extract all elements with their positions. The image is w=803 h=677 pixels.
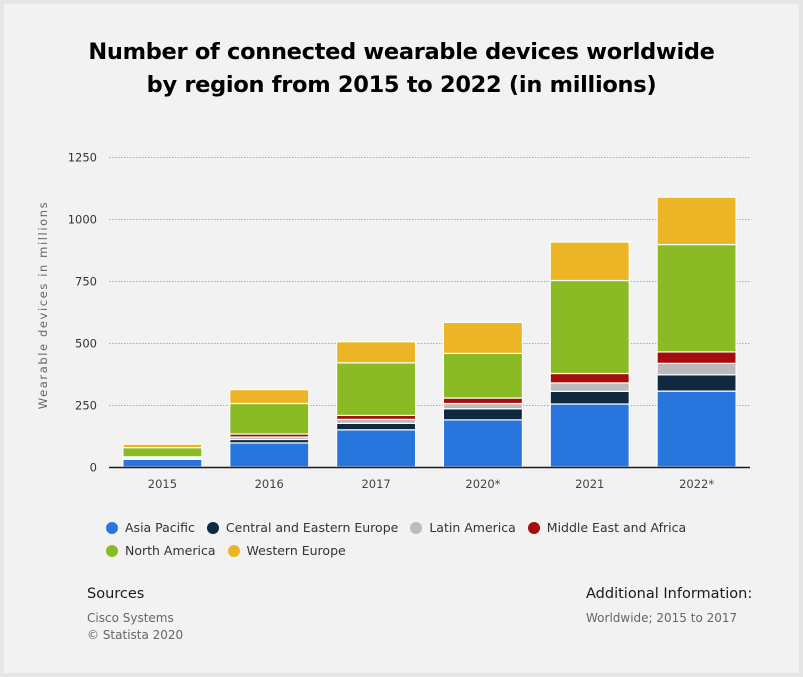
bar-segment[interactable]: Middle East and Africa 2020*: 22 <box>442 397 524 405</box>
bar-segment[interactable]: North America 2015: 37 <box>122 447 203 458</box>
legend-item[interactable]: Middle East and Africa <box>527 520 687 535</box>
legend-label: Latin America <box>429 520 516 535</box>
source-line: Cisco Systems <box>87 611 174 625</box>
legend-row: Asia Pacific Central and Eastern Europe La… <box>106 516 746 539</box>
bar-segment[interactable]: Western Europe 2015: 14 <box>122 443 203 449</box>
legend-dot-icon <box>206 521 219 534</box>
chart-title: Number of connected wearable devices wor… <box>0 36 803 102</box>
x-tick-label: 2015 <box>148 477 177 491</box>
bar-segment[interactable]: Latin America 2020*: 21 <box>442 402 524 410</box>
bar-segment[interactable]: North America 2022*: 433 <box>656 243 737 353</box>
bars: Asia Pacific 2015: 31 Central and Eastern… <box>122 196 737 468</box>
x-tick-label: 2016 <box>255 477 284 491</box>
bar-segment[interactable]: North America 2020*: 180 <box>442 352 524 399</box>
legend-item[interactable]: Latin America <box>410 520 516 535</box>
bar-segment[interactable]: Asia Pacific 2016: 97 <box>229 442 310 468</box>
bar-segment[interactable]: Western Europe 2020*: 125 <box>442 321 524 355</box>
x-tick-label: 2020* <box>465 477 500 491</box>
legend: Asia Pacific Central and Eastern Europe La… <box>106 516 746 562</box>
bar-segment[interactable]: Western Europe 2016: 56 <box>229 389 310 405</box>
chart-title-line-1: Number of connected wearable devices wor… <box>88 39 715 65</box>
legend-label: Asia Pacific <box>125 520 195 535</box>
chart-title-line-2: by region from 2015 to 2022 (in millions… <box>146 72 657 98</box>
bar-segment[interactable]: Central and Eastern Europe 2017: 26 <box>335 422 417 431</box>
additional-info-line: Worldwide; 2015 to 2017 <box>586 611 738 625</box>
bar-stack: Asia Pacific 2022*: 306Central and Easte… <box>656 196 737 468</box>
bar-stack: Asia Pacific 2021: 254Central and Easter… <box>549 241 630 468</box>
legend-item[interactable]: Asia Pacific <box>106 520 195 535</box>
legend-row: North America Western Europe <box>106 539 746 562</box>
legend-item[interactable]: Western Europe <box>227 543 346 558</box>
x-tick-labels: 2015 2016 2017 2020* 2021 2022* <box>148 477 715 491</box>
stacked-bar-chart: 0 250 500 750 1000 1250 Wearable devices in m… <box>36 151 750 491</box>
x-tick-label: 2021 <box>575 477 604 491</box>
legend-label: Central and Eastern Europe <box>225 520 399 535</box>
bar-segment[interactable]: North America 2016: 123 <box>229 402 310 435</box>
bar-stack: Asia Pacific 2016: 97Central and Eastern… <box>229 389 310 468</box>
y-tick-label: 0 <box>90 461 97 475</box>
bar-segment[interactable]: Asia Pacific 2017: 150 <box>335 429 417 468</box>
legend-label: Western Europe <box>246 543 346 558</box>
y-tick-label: 1000 <box>68 213 97 227</box>
legend-dot-icon <box>410 521 423 534</box>
bar-segment[interactable]: Western Europe 2021: 155 <box>549 241 630 282</box>
legend-label: Middle East and Africa <box>546 520 687 535</box>
bar-stack: Asia Pacific 2015: 31Central and Eastern… <box>122 443 203 468</box>
x-tick-label: 2022* <box>679 477 714 491</box>
legend-dot-icon <box>106 521 118 534</box>
legend-dot-icon <box>527 521 540 534</box>
gridlines <box>109 157 750 406</box>
bar-segment[interactable]: Asia Pacific 2022*: 306 <box>656 390 737 468</box>
bar-segment[interactable]: Latin America 2021: 34 <box>549 382 630 392</box>
legend-item[interactable]: Central and Eastern Europe <box>206 520 399 535</box>
bar-segment[interactable]: Central and Eastern Europe 2021: 51 <box>549 390 630 405</box>
legend-label: North America <box>125 543 216 558</box>
bar-stack: Asia Pacific 2020*: 190Central and Easte… <box>442 321 524 468</box>
x-tick-label: 2017 <box>361 477 390 491</box>
bar-segment[interactable]: North America 2021: 375 <box>549 279 630 375</box>
y-tick-label: 500 <box>75 337 97 351</box>
additional-info-heading: Additional Information: <box>586 586 753 602</box>
legend-dot-icon <box>106 544 118 557</box>
bar-segment[interactable]: Central and Eastern Europe 2022*: 66 <box>656 374 737 392</box>
copyright-line: © Statista 2020 <box>87 628 184 642</box>
bar-segment[interactable]: Western Europe 2022*: 191 <box>656 196 737 246</box>
y-axis-label: Wearable devices in millions <box>36 201 50 409</box>
bar-segment[interactable]: Middle East and Africa 2022*: 46 <box>656 351 737 364</box>
y-tick-label: 250 <box>75 399 97 413</box>
bar-segment[interactable]: Asia Pacific 2021: 254 <box>549 403 630 468</box>
legend-dot-icon <box>227 544 240 557</box>
bar-segment[interactable]: Middle East and Africa 2021: 38 <box>549 372 630 384</box>
sources-heading: Sources <box>87 586 145 602</box>
bar-segment[interactable]: Western Europe 2017: 85 <box>335 341 417 364</box>
bar-stack: Asia Pacific 2017: 150Central and Easter… <box>335 341 417 468</box>
bar-segment[interactable]: Asia Pacific 2020*: 190 <box>442 419 524 468</box>
bar-segment[interactable]: North America 2017: 212 <box>335 362 417 417</box>
bar-segment[interactable]: Central and Eastern Europe 2020*: 45 <box>442 408 524 421</box>
bar-segment[interactable]: Asia Pacific 2015: 31 <box>122 458 203 468</box>
y-tick-label: 1250 <box>68 151 97 165</box>
y-tick-labels: 0 250 500 750 1000 1250 <box>68 151 97 475</box>
bar-segment[interactable]: Latin America 2022*: 46 <box>656 362 737 376</box>
legend-item[interactable]: North America <box>106 543 216 558</box>
y-tick-label: 750 <box>75 275 97 289</box>
